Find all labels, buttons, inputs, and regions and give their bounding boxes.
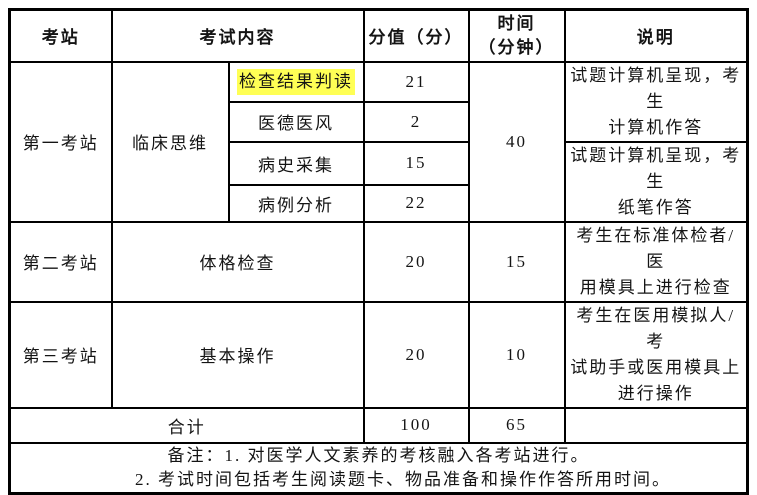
header-note: 说明 [563,8,749,63]
table-row-item1: 第一考站 临床思维 检查结果判读 21 40 试题计算机呈现，考生 计算机作答 [8,60,749,223]
table-row-total: 合计 100 65 [8,406,749,444]
table-row-station3: 第三考站 基本操作 20 10 考生在医用模拟人/考 试助手或医用模具上 进行操… [8,300,749,409]
total-score-cell: 100 [362,406,470,444]
table-row-item3: 病史采集 15 试题计算机呈现，考生 纸笔作答 [10,140,749,223]
station2-note-cell: 考生在标准体检者/医 用模具上进行检查 [563,220,749,303]
highlighted-text: 检查结果判读 [237,68,355,95]
item1-score-cell: 21 [362,60,470,104]
remarks-line2: 2. 考试时间包括考生阅读题卡、物品准备和操作作答所用时间。 [135,469,671,489]
table-row-item2: 医德医风 2 [10,101,748,143]
station1-time-cell: 40 [467,60,566,223]
station2-score-cell: 20 [362,220,470,303]
document-page: 考站 考试内容 分值（分） 时间 （分钟） 说明 第一考站 临床思维 检查结果判… [8,8,749,495]
item4-label-cell: 病例分析 [227,184,365,223]
station3-name-cell: 第三考站 [8,300,113,409]
station1-note-bottom-cell: 试题计算机呈现，考生 纸笔作答 [563,140,749,223]
station2-name-cell: 第二考站 [8,220,113,303]
total-time-cell: 65 [467,406,566,444]
exam-stations-table: 考站 考试内容 分值（分） 时间 （分钟） 说明 第一考站 临床思维 检查结果判… [8,8,749,495]
remarks-line1: 备注：1. 对医学人文素养的考核融入各考站进行。 [167,445,590,465]
table-row-station2: 第二考站 体格检查 20 15 考生在标准体检者/医 用模具上进行检查 [8,220,749,303]
header-content: 考试内容 [110,8,365,63]
item2-score-cell: 2 [362,101,470,143]
station3-content-cell: 基本操作 [110,300,365,409]
station1-note-top-cell: 试题计算机呈现，考生 计算机作答 [563,60,749,143]
station3-note-cell: 考生在医用模拟人/考 试助手或医用模具上 进行操作 [563,300,749,409]
remarks-cell: 备注：1. 对医学人文素养的考核融入各考站进行。 2. 考试时间包括考生阅读题卡… [8,441,749,494]
station3-score-cell: 20 [362,300,470,409]
station1-category-cell: 临床思维 [110,60,230,223]
table-header-row: 考站 考试内容 分值（分） 时间 （分钟） 说明 [8,8,749,63]
station3-time-cell: 10 [467,300,566,409]
station2-time-cell: 15 [467,220,566,303]
header-station: 考站 [8,8,113,63]
header-score: 分值（分） [362,8,470,63]
item2-label-cell: 医德医风 [227,101,365,143]
header-time: 时间 （分钟） [467,8,566,63]
item3-score-cell: 15 [362,140,470,187]
item4-score-cell: 22 [362,184,470,223]
total-label-cell: 合计 [8,406,365,444]
station1-name-cell: 第一考站 [8,60,113,223]
item1-label-cell: 检查结果判读 [227,60,365,104]
station2-content-cell: 体格检查 [110,220,365,303]
total-note-empty-cell [563,406,749,444]
table-row-remarks: 备注：1. 对医学人文素养的考核融入各考站进行。 2. 考试时间包括考生阅读题卡… [8,441,749,494]
table-row-item4: 病例分析 22 [10,184,748,223]
item3-label-cell: 病史采集 [227,140,365,187]
